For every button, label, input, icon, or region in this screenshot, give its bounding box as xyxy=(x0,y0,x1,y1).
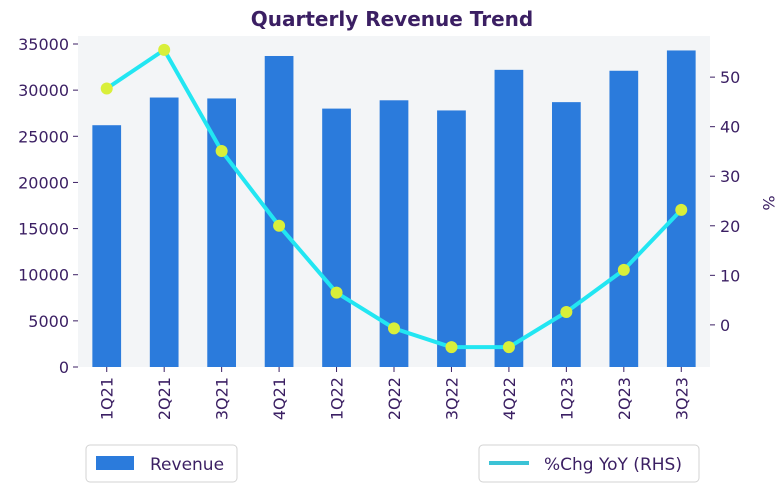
marker-3Q23 xyxy=(675,203,688,216)
y-right-tick-label: 20 xyxy=(720,217,740,236)
x-tick-label: 3Q22 xyxy=(442,377,461,420)
x-tick-label: 1Q22 xyxy=(328,377,347,420)
marker-1Q22 xyxy=(330,286,343,299)
y-right-tick-label: 40 xyxy=(720,118,740,137)
bar-1Q21 xyxy=(92,125,122,367)
y-axis-right: 0 10 20 30 40 50 xyxy=(710,68,740,335)
legend-swatch-revenue xyxy=(96,456,134,470)
bar-4Q22 xyxy=(494,69,524,367)
x-tick-label: 3Q23 xyxy=(672,377,691,420)
legend-box-pct-chg xyxy=(478,444,700,483)
line-series-pct-chg xyxy=(100,43,688,354)
legend-revenue: Revenue xyxy=(85,444,238,483)
y-right-tick-label: 30 xyxy=(720,167,740,186)
legend-label-revenue: Revenue xyxy=(150,455,224,475)
bar-3Q22 xyxy=(437,110,466,368)
x-tick-label: 2Q21 xyxy=(155,377,174,420)
bar-3Q21 xyxy=(207,98,236,367)
bar-2Q23 xyxy=(609,70,639,368)
x-tick-label: 1Q21 xyxy=(98,377,117,420)
y-right-tick-label: 10 xyxy=(720,266,740,285)
x-tick-label: 4Q21 xyxy=(270,377,289,420)
marker-2Q21 xyxy=(158,43,171,56)
marker-4Q22 xyxy=(502,341,515,354)
x-tick-label: 2Q23 xyxy=(615,377,634,420)
y-right-tick-label: 50 xyxy=(720,68,740,87)
y-left-tick-label: 35000 xyxy=(18,35,69,54)
legend-box-revenue xyxy=(85,444,238,483)
x-tick-label: 2Q22 xyxy=(385,377,404,420)
bar-1Q23 xyxy=(552,102,581,367)
marker-3Q22 xyxy=(445,341,458,354)
x-tick-label: 4Q22 xyxy=(500,377,519,420)
y-left-tick-label: 20000 xyxy=(18,173,69,192)
y-left-tick-label: 0 xyxy=(59,358,69,377)
y-left-tick-label: 25000 xyxy=(18,127,69,146)
bar-2Q21 xyxy=(149,97,179,368)
x-axis: 1Q21 2Q21 3Q21 4Q21 1Q22 2Q22 3Q22 4Q22 1Q23 2Q23… xyxy=(98,367,691,420)
legend-pct-chg: %Chg YoY (RHS) xyxy=(478,444,700,483)
bar-1Q22 xyxy=(322,108,351,367)
marker-2Q23 xyxy=(617,263,630,276)
y-axis-left: 0 5000 10000 15000 20000 25000 30000 35000 xyxy=(18,35,78,377)
y-left-tick-label: 30000 xyxy=(18,81,69,100)
legend-label-pct-chg: %Chg YoY (RHS) xyxy=(544,455,682,475)
marker-3Q21 xyxy=(215,144,228,157)
y-right-tick-label: 0 xyxy=(720,316,730,335)
y2-axis-label: % xyxy=(759,195,778,210)
marker-1Q21 xyxy=(100,82,113,95)
x-tick-label: 3Q21 xyxy=(213,377,232,420)
y-left-tick-label: 5000 xyxy=(28,312,69,331)
y-left-tick-label: 10000 xyxy=(18,266,69,285)
chart-title: Quarterly Revenue Trend xyxy=(251,7,533,31)
x-tick-label: 1Q23 xyxy=(557,377,576,420)
y-left-tick-label: 15000 xyxy=(18,220,69,239)
marker-1Q23 xyxy=(560,305,573,318)
marker-2Q22 xyxy=(388,322,400,335)
marker-4Q21 xyxy=(273,219,286,232)
